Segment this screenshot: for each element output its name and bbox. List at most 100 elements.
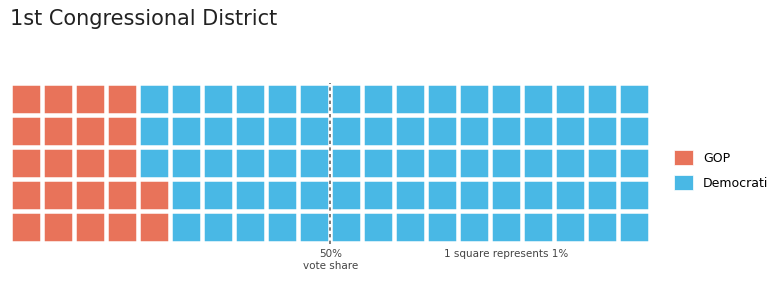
FancyBboxPatch shape [363, 212, 393, 242]
FancyBboxPatch shape [396, 84, 425, 114]
FancyBboxPatch shape [300, 117, 329, 146]
FancyBboxPatch shape [204, 117, 233, 146]
FancyBboxPatch shape [171, 84, 201, 114]
FancyBboxPatch shape [620, 212, 649, 242]
FancyBboxPatch shape [523, 212, 553, 242]
FancyBboxPatch shape [396, 148, 425, 178]
FancyBboxPatch shape [523, 84, 553, 114]
Text: 1st Congressional District: 1st Congressional District [10, 9, 277, 29]
FancyBboxPatch shape [139, 148, 169, 178]
FancyBboxPatch shape [43, 117, 73, 146]
FancyBboxPatch shape [331, 84, 361, 114]
Text: 50%
vote share: 50% vote share [303, 249, 358, 271]
FancyBboxPatch shape [555, 117, 585, 146]
FancyBboxPatch shape [492, 117, 521, 146]
FancyBboxPatch shape [363, 148, 393, 178]
FancyBboxPatch shape [235, 148, 265, 178]
FancyBboxPatch shape [555, 148, 585, 178]
FancyBboxPatch shape [363, 117, 393, 146]
FancyBboxPatch shape [427, 117, 457, 146]
FancyBboxPatch shape [588, 117, 617, 146]
FancyBboxPatch shape [267, 181, 297, 210]
FancyBboxPatch shape [171, 148, 201, 178]
FancyBboxPatch shape [108, 84, 137, 114]
FancyBboxPatch shape [43, 84, 73, 114]
FancyBboxPatch shape [427, 148, 457, 178]
FancyBboxPatch shape [555, 181, 585, 210]
FancyBboxPatch shape [492, 181, 521, 210]
FancyBboxPatch shape [12, 181, 41, 210]
FancyBboxPatch shape [620, 84, 649, 114]
FancyBboxPatch shape [43, 148, 73, 178]
FancyBboxPatch shape [459, 117, 489, 146]
FancyBboxPatch shape [267, 84, 297, 114]
FancyBboxPatch shape [108, 117, 137, 146]
FancyBboxPatch shape [492, 212, 521, 242]
FancyBboxPatch shape [139, 84, 169, 114]
FancyBboxPatch shape [459, 84, 489, 114]
FancyBboxPatch shape [331, 117, 361, 146]
FancyBboxPatch shape [12, 84, 41, 114]
FancyBboxPatch shape [620, 148, 649, 178]
FancyBboxPatch shape [204, 148, 233, 178]
FancyBboxPatch shape [171, 117, 201, 146]
FancyBboxPatch shape [396, 212, 425, 242]
FancyBboxPatch shape [204, 212, 233, 242]
FancyBboxPatch shape [235, 84, 265, 114]
FancyBboxPatch shape [459, 212, 489, 242]
FancyBboxPatch shape [12, 117, 41, 146]
FancyBboxPatch shape [108, 212, 137, 242]
FancyBboxPatch shape [75, 148, 105, 178]
FancyBboxPatch shape [171, 212, 201, 242]
FancyBboxPatch shape [363, 181, 393, 210]
FancyBboxPatch shape [300, 84, 329, 114]
FancyBboxPatch shape [363, 84, 393, 114]
FancyBboxPatch shape [204, 84, 233, 114]
FancyBboxPatch shape [331, 181, 361, 210]
FancyBboxPatch shape [459, 148, 489, 178]
FancyBboxPatch shape [12, 148, 41, 178]
FancyBboxPatch shape [75, 212, 105, 242]
FancyBboxPatch shape [139, 117, 169, 146]
FancyBboxPatch shape [235, 181, 265, 210]
FancyBboxPatch shape [620, 117, 649, 146]
FancyBboxPatch shape [523, 181, 553, 210]
FancyBboxPatch shape [139, 212, 169, 242]
FancyBboxPatch shape [523, 117, 553, 146]
Text: 1 square represents 1%: 1 square represents 1% [444, 249, 568, 259]
FancyBboxPatch shape [331, 148, 361, 178]
FancyBboxPatch shape [427, 181, 457, 210]
Legend: GOP, Democratic: GOP, Democratic [672, 148, 768, 193]
FancyBboxPatch shape [75, 84, 105, 114]
FancyBboxPatch shape [555, 84, 585, 114]
FancyBboxPatch shape [75, 117, 105, 146]
FancyBboxPatch shape [588, 181, 617, 210]
FancyBboxPatch shape [588, 212, 617, 242]
FancyBboxPatch shape [267, 148, 297, 178]
FancyBboxPatch shape [43, 212, 73, 242]
FancyBboxPatch shape [459, 181, 489, 210]
FancyBboxPatch shape [588, 84, 617, 114]
FancyBboxPatch shape [267, 212, 297, 242]
FancyBboxPatch shape [43, 181, 73, 210]
FancyBboxPatch shape [331, 212, 361, 242]
FancyBboxPatch shape [300, 148, 329, 178]
FancyBboxPatch shape [108, 181, 137, 210]
FancyBboxPatch shape [396, 181, 425, 210]
FancyBboxPatch shape [235, 117, 265, 146]
FancyBboxPatch shape [523, 148, 553, 178]
FancyBboxPatch shape [75, 181, 105, 210]
FancyBboxPatch shape [492, 84, 521, 114]
FancyBboxPatch shape [492, 148, 521, 178]
FancyBboxPatch shape [171, 181, 201, 210]
FancyBboxPatch shape [235, 212, 265, 242]
FancyBboxPatch shape [300, 212, 329, 242]
FancyBboxPatch shape [427, 84, 457, 114]
FancyBboxPatch shape [620, 181, 649, 210]
FancyBboxPatch shape [427, 212, 457, 242]
FancyBboxPatch shape [396, 117, 425, 146]
FancyBboxPatch shape [588, 148, 617, 178]
FancyBboxPatch shape [300, 181, 329, 210]
FancyBboxPatch shape [204, 181, 233, 210]
FancyBboxPatch shape [139, 181, 169, 210]
